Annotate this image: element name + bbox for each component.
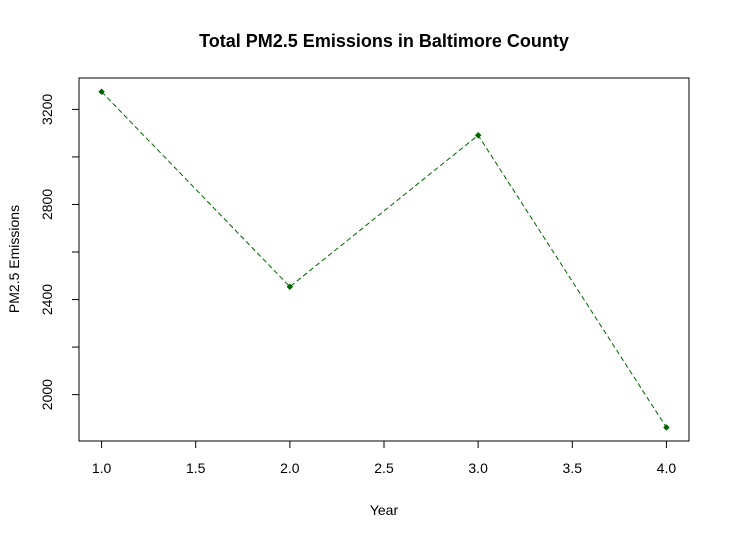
y-tick-label: 2000 [39,379,55,410]
data-point [663,424,670,431]
x-axis: 1.0 1.5 2.0 2.5 3.0 3.5 4.0 [92,441,676,476]
plot-frame [78,77,690,442]
x-tick-label: 3.0 [468,460,488,476]
y-axis: 2000 2400 2800 3200 [39,94,79,410]
x-tick-label: 2.5 [374,460,394,476]
x-tick-label: 1.5 [186,460,206,476]
y-tick-label: 2400 [39,284,55,315]
plot-frame-layer [78,77,690,442]
series-layer [101,91,667,428]
x-axis-label: Year [370,502,399,518]
markers-layer [98,88,670,431]
series-line [101,91,667,428]
x-tick-label: 4.0 [657,460,677,476]
y-tick-label: 2800 [39,189,55,220]
data-point [286,283,294,291]
chart-title: Total PM2.5 Emissions in Baltimore Count… [199,31,569,51]
y-tick-label: 3200 [39,94,55,125]
data-point [474,131,482,139]
y-axis-label: PM2.5 Emissions [6,205,22,313]
x-tick-label: 1.0 [92,460,112,476]
data-point [98,88,105,96]
x-tick-label: 3.5 [563,460,583,476]
x-tick-label: 2.0 [280,460,300,476]
